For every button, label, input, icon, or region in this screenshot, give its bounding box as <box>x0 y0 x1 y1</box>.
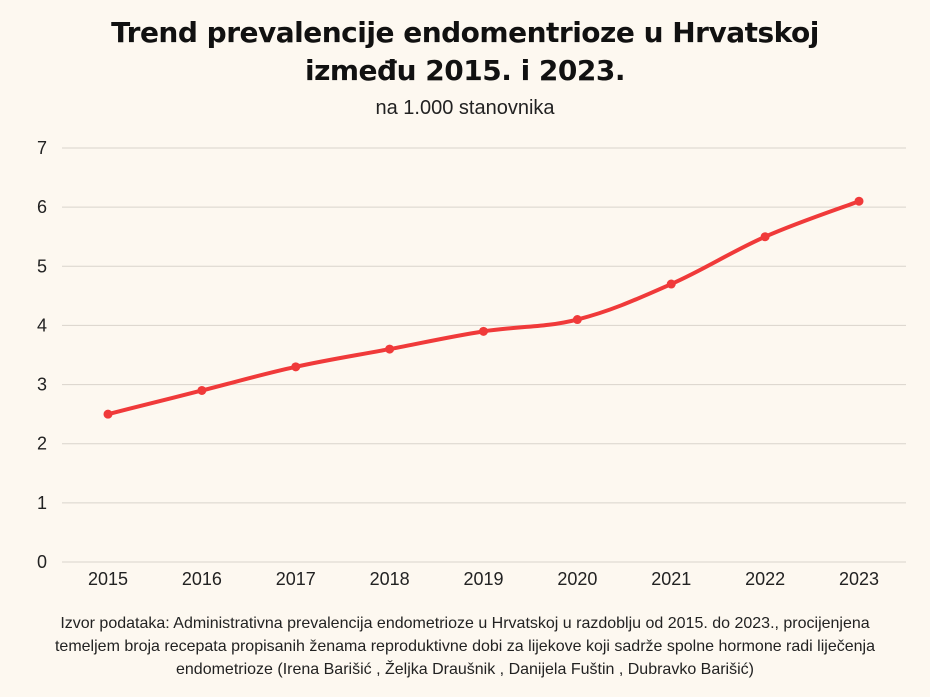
series-line <box>106 199 861 417</box>
data-point-2016 <box>197 385 207 395</box>
chart-title-line-1: Trend prevalencije endomentrioze u Hrvat… <box>111 16 819 49</box>
y-axis-tick-labels: 0 1 2 3 4 5 6 7 <box>37 138 47 572</box>
data-series <box>103 196 864 419</box>
data-point-2022 <box>760 232 770 242</box>
x-tick-label: 2023 <box>839 569 879 589</box>
chart-subtitle: na 1.000 stanovnika <box>375 97 555 119</box>
x-tick-label: 2021 <box>651 569 691 589</box>
x-tick-label: 2015 <box>88 569 128 589</box>
y-tick-label: 6 <box>37 197 47 217</box>
x-tick-label: 2020 <box>557 569 597 589</box>
x-tick-label: 2016 <box>182 569 222 589</box>
y-tick-label: 5 <box>37 256 47 276</box>
chart-title: Trend prevalencije endomentrioze u Hrvat… <box>0 14 930 90</box>
data-point-2021 <box>666 279 676 289</box>
x-tick-label: 2022 <box>745 569 785 589</box>
y-tick-label: 1 <box>37 493 47 513</box>
y-tick-label: 0 <box>37 552 47 572</box>
data-point-2023 <box>854 196 864 206</box>
x-tick-label: 2019 <box>463 569 503 589</box>
data-point-2020 <box>572 315 582 325</box>
x-tick-label: 2018 <box>370 569 410 589</box>
chart-title-line-2: između 2015. i 2023. <box>304 54 626 87</box>
y-tick-label: 7 <box>37 138 47 158</box>
y-tick-label: 4 <box>37 315 47 335</box>
source-note: Izvor podataka: Administrativna prevalen… <box>54 615 875 678</box>
grid-lines <box>62 147 906 563</box>
x-axis-tick-labels: 2015 2016 2017 2018 2019 2020 2021 2022 2023 <box>88 569 879 589</box>
y-tick-label: 3 <box>37 375 47 395</box>
y-tick-label: 2 <box>37 434 47 454</box>
x-tick-label: 2017 <box>276 569 316 589</box>
data-point-2015 <box>103 409 113 419</box>
data-point-2018 <box>385 344 395 354</box>
data-point-2017 <box>291 362 301 372</box>
data-point-2019 <box>479 326 488 336</box>
